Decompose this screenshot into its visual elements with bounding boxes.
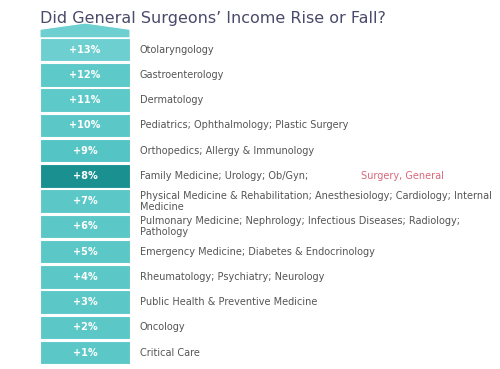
Text: Otolaryngology: Otolaryngology [140, 45, 214, 55]
Text: +9%: +9% [72, 146, 98, 156]
Text: Did General Surgeons’ Income Rise or Fall?: Did General Surgeons’ Income Rise or Fal… [40, 11, 386, 26]
Text: Emergency Medicine; Diabetes & Endocrinology: Emergency Medicine; Diabetes & Endocrino… [140, 246, 375, 256]
Text: Critical Care: Critical Care [140, 348, 200, 358]
Text: Medicine: Medicine [140, 202, 184, 212]
Text: Pediatrics; Ophthalmology; Plastic Surgery: Pediatrics; Ophthalmology; Plastic Surge… [140, 120, 348, 130]
Text: Dermatology: Dermatology [140, 95, 203, 105]
Text: +5%: +5% [72, 246, 98, 256]
Text: +2%: +2% [72, 323, 98, 332]
Text: +7%: +7% [72, 196, 98, 206]
Text: Gastroenterology: Gastroenterology [140, 70, 224, 80]
Text: +1%: +1% [72, 348, 98, 358]
FancyBboxPatch shape [40, 240, 130, 263]
Text: +3%: +3% [72, 297, 98, 307]
FancyBboxPatch shape [40, 265, 130, 289]
FancyBboxPatch shape [40, 316, 130, 339]
Text: +13%: +13% [70, 45, 100, 55]
FancyBboxPatch shape [40, 189, 130, 213]
Text: Family Medicine; Urology; Ob/Gyn;: Family Medicine; Urology; Ob/Gyn; [140, 171, 312, 181]
FancyBboxPatch shape [40, 341, 130, 365]
Text: +6%: +6% [72, 221, 98, 231]
FancyBboxPatch shape [40, 215, 130, 238]
Text: +10%: +10% [70, 120, 100, 130]
Text: Rheumatology; Psychiatry; Neurology: Rheumatology; Psychiatry; Neurology [140, 272, 324, 282]
Text: Surgery, General: Surgery, General [361, 171, 444, 181]
FancyBboxPatch shape [40, 290, 130, 314]
Text: +4%: +4% [72, 272, 98, 282]
Text: Pathology: Pathology [140, 227, 188, 237]
Polygon shape [40, 23, 130, 38]
FancyBboxPatch shape [40, 63, 130, 86]
FancyBboxPatch shape [40, 38, 130, 61]
FancyBboxPatch shape [40, 114, 130, 137]
Text: Oncology: Oncology [140, 323, 186, 332]
Text: +11%: +11% [70, 95, 100, 105]
Text: Orthopedics; Allergy & Immunology: Orthopedics; Allergy & Immunology [140, 146, 314, 156]
Text: Pulmonary Medicine; Nephrology; Infectious Diseases; Radiology;: Pulmonary Medicine; Nephrology; Infectio… [140, 216, 460, 226]
FancyBboxPatch shape [40, 139, 130, 162]
FancyBboxPatch shape [40, 88, 130, 112]
FancyBboxPatch shape [40, 164, 130, 187]
Text: Physical Medicine & Rehabilitation; Anesthesiology; Cardiology; Internal: Physical Medicine & Rehabilitation; Anes… [140, 190, 492, 200]
Text: +12%: +12% [70, 70, 100, 80]
Text: +8%: +8% [72, 171, 98, 181]
Text: Public Health & Preventive Medicine: Public Health & Preventive Medicine [140, 297, 318, 307]
